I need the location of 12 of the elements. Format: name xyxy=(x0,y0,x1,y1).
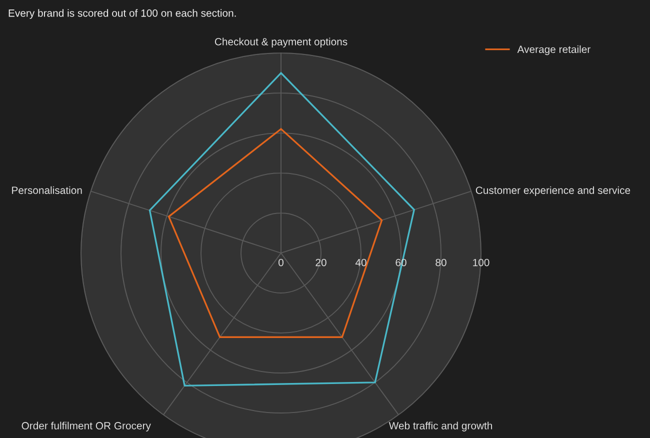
spoke-label: Order fulfilment OR Grocery xyxy=(22,422,151,432)
y-tick-label: 0 xyxy=(278,258,284,266)
spoke-label: Web traffic and growth xyxy=(388,422,492,432)
spoke-label: Customer experience and service xyxy=(476,186,630,196)
spoke-label: Checkout & payment options xyxy=(214,38,348,48)
y-tick-label: 20 xyxy=(316,258,326,266)
y-tick-label: 80 xyxy=(436,258,446,266)
spoke-label: Personalisation xyxy=(12,186,82,194)
y-tick-label: 40 xyxy=(355,258,366,266)
legend-label: Average retailer xyxy=(517,45,590,56)
y-tick-label: 100 xyxy=(473,258,490,266)
chart-title: Every brand is scored out of 100 on each section. xyxy=(8,9,236,19)
